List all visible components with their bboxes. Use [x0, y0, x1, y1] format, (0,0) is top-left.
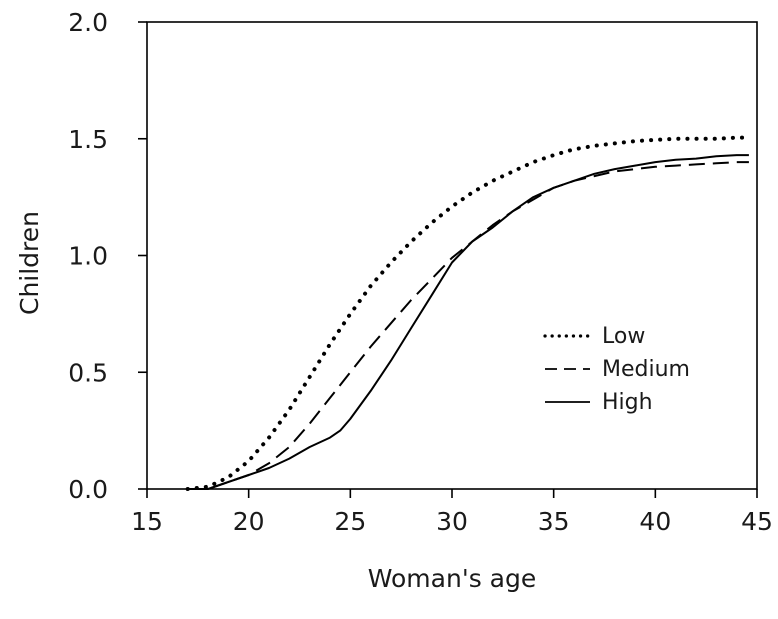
series-line-low: [185, 135, 751, 491]
y-tick-label: 1.5: [68, 125, 108, 154]
y-tick-label: 1.0: [68, 242, 108, 271]
series-line-medium: [187, 161, 749, 490]
x-tick-label: 15: [131, 507, 163, 536]
y-tick-label: 0.0: [68, 475, 108, 504]
x-tick-label: 25: [334, 507, 366, 536]
x-tick-label: 35: [538, 507, 570, 536]
x-tick-label: 20: [233, 507, 265, 536]
legend-label-high: High: [602, 390, 653, 415]
x-tick-label: 45: [741, 507, 773, 536]
x-tick-label: 40: [639, 507, 671, 536]
x-tick-label: 30: [436, 507, 468, 536]
series-line-high: [187, 154, 749, 490]
legend-label-low: Low: [602, 324, 645, 349]
series-layer: [185, 135, 751, 491]
x-axis-title: Woman's age: [368, 564, 536, 593]
y-tick-label: 0.5: [68, 358, 108, 387]
axis-ticks: 15 20 25 30 35 40 45 0.0 0.5 1.0 1.5 2.0: [68, 8, 773, 536]
y-tick-label: 2.0: [68, 8, 108, 37]
legend: Low Medium High: [543, 324, 690, 415]
y-axis-title: Children: [15, 211, 44, 315]
plot-frame: [146, 21, 758, 490]
legend-label-medium: Medium: [602, 357, 690, 382]
